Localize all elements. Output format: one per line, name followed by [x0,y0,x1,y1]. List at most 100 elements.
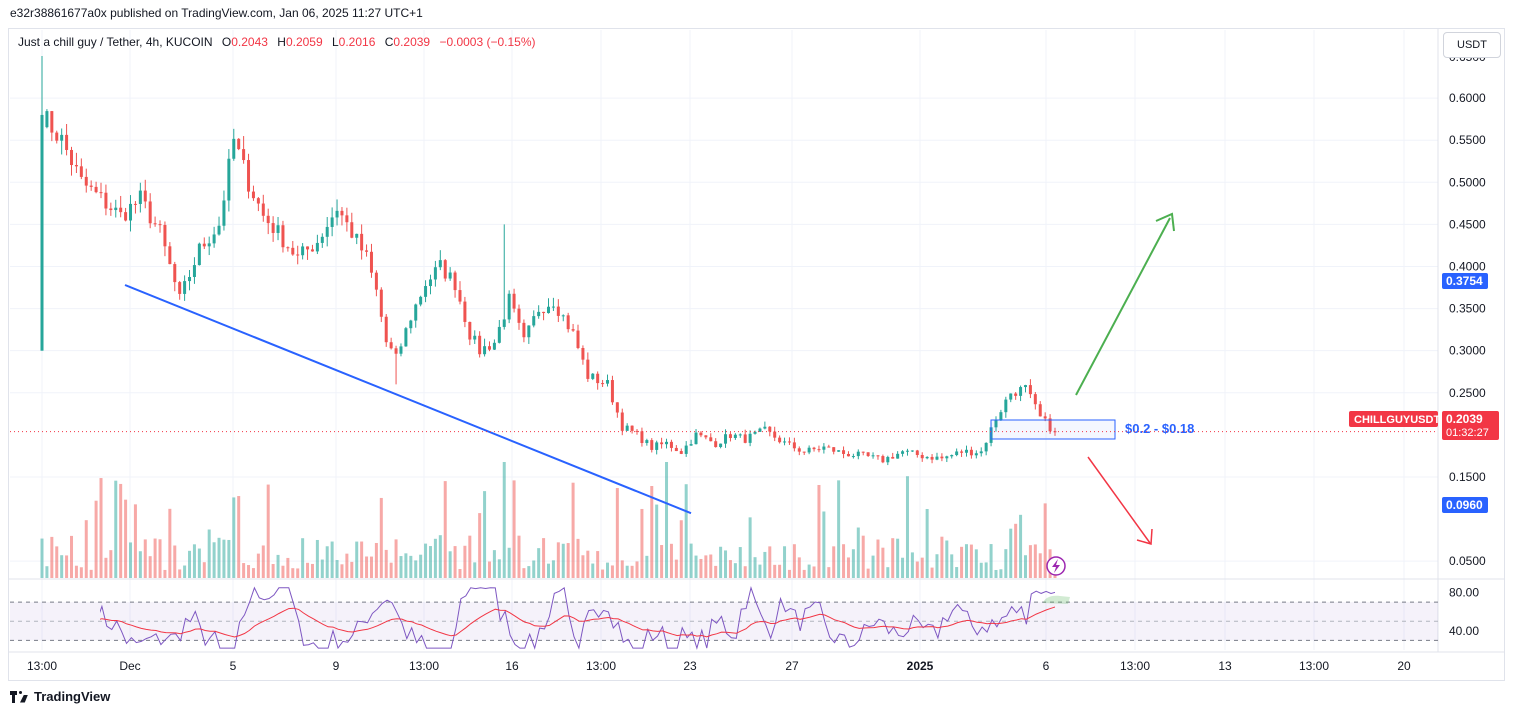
candle [79,158,83,180]
volume-bar [247,565,251,578]
candle [409,319,413,334]
candle [576,324,580,350]
candle [1004,396,1008,418]
volume-bar [443,481,447,578]
candle-body [773,431,777,438]
time-tick-label: 23 [683,659,697,673]
candle-body [301,246,305,256]
volume-bar [45,566,49,578]
candle [645,438,649,446]
volume-bar [60,555,64,578]
volume-bar [984,562,988,578]
candle-body [586,359,590,379]
candle-body [969,449,973,456]
candle-body [256,198,260,204]
candle [738,433,742,438]
volume-bar [615,488,619,578]
volume-bar [999,569,1003,578]
candle-body [158,224,162,226]
tradingview-logo-icon [10,690,28,703]
price-badge-top-text: 0.3754 [1446,274,1483,288]
candle [1038,401,1042,417]
rsi-panel [10,585,1438,650]
candle-body [615,402,619,413]
volume-bar [50,536,54,578]
candle-body [335,210,339,218]
candle-body [271,223,275,233]
candle [463,296,467,328]
candle-body [901,451,905,454]
candle-body [945,456,949,459]
candle-body [114,207,118,211]
candle [551,297,555,311]
candle-body [143,190,147,202]
candle-body [625,425,629,431]
candle [256,197,260,212]
candle [315,234,319,255]
candle-body [443,260,447,279]
candle [178,280,182,300]
candle [350,212,354,239]
candle-body [507,293,511,320]
candle-body [704,435,708,438]
volume-bar [424,543,428,578]
candle [1019,385,1023,402]
candle [40,56,44,351]
volume-bar [414,560,418,578]
volume-bar [935,554,939,578]
candle-body [99,192,103,194]
candle-body [640,431,644,444]
currency-button[interactable]: USDT [1443,32,1501,58]
candle [109,202,113,216]
candle [797,446,801,456]
candle-body [124,212,128,221]
footer-brand[interactable]: TradingView [10,689,110,704]
rsi-line [100,585,1055,650]
candle [143,179,147,209]
candle [138,182,142,213]
volume-bar [65,555,69,578]
candle [783,437,787,446]
volume-bar [335,560,339,578]
candle-body [365,250,369,252]
candle-body [448,272,452,279]
candle [709,433,713,442]
candle [994,416,998,432]
candle [124,207,128,222]
candle [414,303,418,328]
volume-bar [837,480,841,578]
candle [55,130,59,144]
candle [104,184,108,216]
candle-body [129,203,133,221]
volume-bar [930,567,934,578]
candle [1048,414,1052,434]
volume-bar [355,541,359,578]
trend-line [124,284,692,515]
volume-bar [276,554,280,578]
low-value: 0.2016 [338,35,376,49]
candle [640,427,644,447]
price-badge-bottom-bg [1442,497,1488,513]
candle-body [610,380,614,403]
candle [158,220,162,233]
volume-bar [728,560,732,578]
candle-body [355,233,359,238]
candle-body [999,412,1003,420]
candle [242,136,246,164]
candle [935,452,939,461]
candle [99,182,103,199]
candle [502,224,506,330]
price-badge-bottom-text: 0.0960 [1446,498,1483,512]
volume-bar [389,562,393,578]
volume-bar [969,544,973,578]
volume-bar [581,555,585,578]
target-zone-box [990,419,1116,440]
candle [232,128,236,161]
candle-body [576,330,580,349]
volume-bar [458,569,462,578]
candle-body [1033,394,1037,405]
candle [684,441,688,457]
volume-bar [596,551,600,578]
candle [832,447,836,455]
